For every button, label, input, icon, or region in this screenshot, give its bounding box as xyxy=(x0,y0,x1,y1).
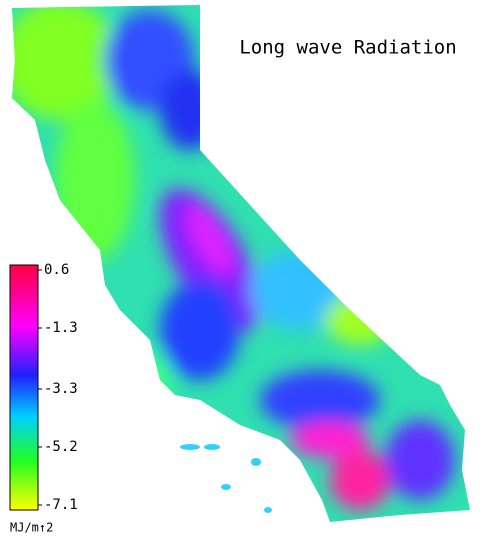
colorbar-tick-label: -1.3 xyxy=(44,320,78,336)
islands xyxy=(180,444,272,513)
colorbar-tick-label: -3.3 xyxy=(44,381,78,397)
colorbar-tick-label: -7.1 xyxy=(44,497,78,513)
colorbar-tick-label: -5.2 xyxy=(44,439,78,455)
colorbar-tick-label: 0.6 xyxy=(44,262,69,278)
map-title: Long wave Radiation xyxy=(239,37,456,59)
colorbar-unit: MJ/m↑2 xyxy=(10,521,53,535)
colorbar xyxy=(9,264,39,511)
